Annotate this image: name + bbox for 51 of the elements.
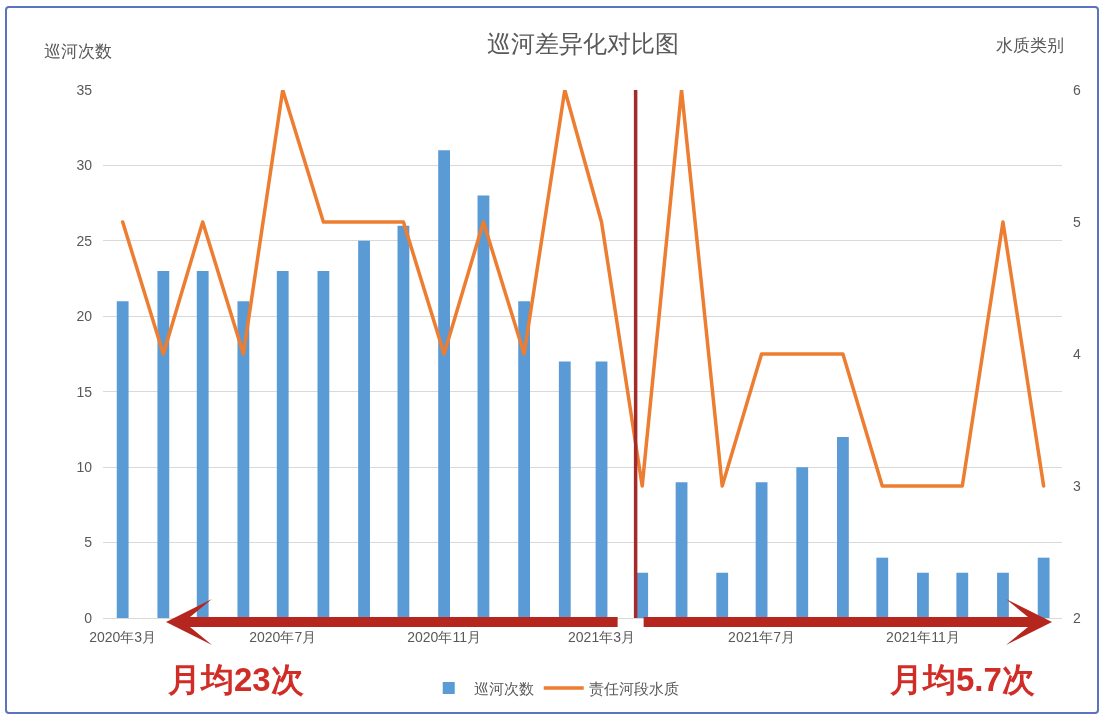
- bar: [397, 225, 410, 618]
- y-tick-label: 35: [76, 81, 93, 98]
- bar: [317, 271, 330, 618]
- bar: [237, 301, 250, 618]
- bar: [997, 572, 1009, 618]
- bar: [157, 271, 170, 618]
- bar: [716, 572, 729, 618]
- bar: [358, 240, 370, 618]
- bar: [917, 572, 929, 618]
- y2-tick-label: 6: [1073, 81, 1081, 98]
- x-tick-label: 2020年7月: [249, 628, 317, 645]
- bar: [675, 482, 688, 618]
- y-tick-label: 15: [76, 383, 93, 400]
- bar: [796, 467, 809, 618]
- bar: [196, 271, 209, 618]
- x-tick-label: 2021年3月: [568, 628, 635, 645]
- y2-tick-label: 2: [1073, 609, 1081, 626]
- y2-tick-label: 3: [1073, 477, 1081, 494]
- legend-label: 责任河段水质: [588, 679, 679, 697]
- bar: [477, 195, 490, 618]
- x-tick-label: 2020年11月: [407, 628, 481, 645]
- y-tick-label: 20: [76, 308, 93, 325]
- y-tick-label: 0: [84, 609, 93, 626]
- bar: [876, 557, 889, 618]
- x-tick-label: 2021年7月: [728, 628, 796, 645]
- bar: [755, 482, 768, 618]
- text: 月均23次: [167, 661, 304, 698]
- bar: [636, 572, 649, 618]
- bar: [956, 572, 969, 618]
- y-axis-title: 巡河次数: [44, 42, 112, 61]
- bar: [837, 436, 849, 618]
- y2-tick-label: 4: [1073, 345, 1081, 362]
- bar: [558, 361, 571, 618]
- y2-tick-label: 5: [1073, 213, 1081, 230]
- legend-label: 巡河次数: [473, 679, 534, 697]
- y2-axis-title: 水质类别: [996, 36, 1064, 55]
- y-tick-label: 30: [76, 157, 93, 174]
- x-tick-label: 2021年11月: [886, 628, 960, 645]
- y-tick-label: 5: [84, 534, 93, 551]
- bar: [595, 361, 608, 618]
- bar: [438, 150, 450, 618]
- x-tick-label: 2020年3月: [89, 628, 157, 645]
- y-tick-label: 10: [76, 459, 93, 476]
- bar: [518, 301, 531, 618]
- bar: [116, 301, 129, 618]
- line-series: [120, 90, 1046, 488]
- bar: [1037, 557, 1050, 618]
- bar: [276, 271, 289, 618]
- y-tick-label: 25: [76, 232, 93, 249]
- text: 月均5.7次: [889, 661, 1035, 698]
- chart-title: 巡河差异化对比图: [486, 30, 679, 58]
